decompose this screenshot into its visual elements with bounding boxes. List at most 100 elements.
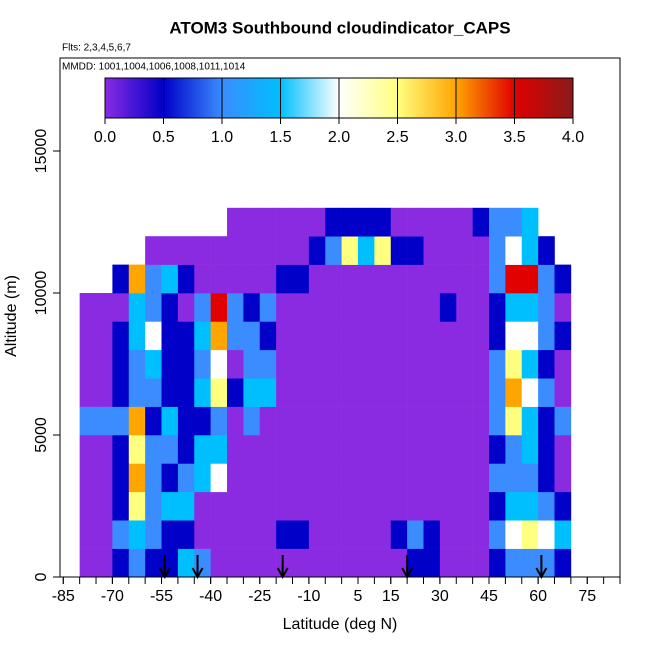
heat-cell: [374, 378, 392, 407]
heat-cell: [308, 520, 326, 549]
heat-cell: [472, 491, 490, 521]
heat-cell: [128, 378, 146, 407]
heat-cell: [161, 236, 179, 265]
heat-cell: [554, 321, 572, 351]
heat-cell: [210, 349, 228, 379]
heat-cell: [210, 293, 228, 322]
heat-cell: [161, 264, 179, 294]
heat-cell: [521, 349, 539, 379]
heat-cell: [259, 406, 277, 436]
heat-cell: [358, 207, 375, 237]
heat-cell: [259, 349, 277, 379]
heat-cell: [128, 548, 146, 578]
heat-cell: [489, 520, 506, 549]
heat-cell: [276, 435, 293, 464]
heat-cell: [308, 321, 326, 351]
heat-cell: [210, 548, 228, 578]
heat-cell: [308, 548, 326, 578]
heat-cell: [374, 349, 392, 379]
heat-cell: [521, 406, 539, 436]
heat-cell: [489, 207, 506, 237]
heat-cell: [439, 293, 457, 322]
heat-cell: [227, 264, 244, 294]
heat-cell: [407, 207, 424, 237]
heat-cell: [128, 463, 146, 493]
heat-cell: [276, 406, 293, 436]
heat-cell: [439, 349, 457, 379]
heat-cell: [341, 264, 359, 294]
heat-cell: [423, 264, 441, 294]
x-tick-label: 45: [480, 588, 498, 605]
heat-cell: [194, 236, 211, 265]
heat-cell: [489, 293, 506, 322]
heat-cell: [210, 321, 228, 351]
heat-cell: [505, 491, 523, 521]
heat-cell: [145, 491, 162, 521]
heat-cell: [390, 378, 408, 407]
heat-cell: [194, 264, 211, 294]
heat-cell: [194, 406, 211, 436]
heat-cell: [79, 293, 97, 322]
heat-cell: [210, 463, 228, 493]
heat-cell: [341, 207, 359, 237]
x-tick-label: -55: [150, 588, 173, 605]
heat-cell: [308, 491, 326, 521]
heat-cell: [456, 491, 473, 521]
heat-cell: [341, 491, 359, 521]
y-tick-label: 15000: [33, 129, 50, 174]
heat-cell: [308, 236, 326, 265]
heat-cell: [194, 378, 211, 407]
heat-cell: [554, 520, 572, 549]
heat-cell: [161, 321, 179, 351]
x-tick-label: -40: [199, 588, 222, 605]
heat-cell: [358, 435, 375, 464]
heat-cell: [227, 406, 244, 436]
heat-cell: [439, 463, 457, 493]
x-axis-label: Latitude (deg N): [283, 616, 398, 633]
heat-cell: [538, 236, 555, 265]
heat-cell: [358, 548, 375, 578]
heat-cell: [407, 463, 424, 493]
heat-cell: [439, 207, 457, 237]
heat-cell: [521, 520, 539, 549]
heat-cell: [308, 435, 326, 464]
heat-cell: [145, 463, 162, 493]
heat-cell: [456, 520, 473, 549]
heat-cell: [505, 463, 523, 493]
heat-cell: [161, 435, 179, 464]
heat-cell: [194, 321, 211, 351]
heat-cell: [505, 321, 523, 351]
heat-cell: [161, 491, 179, 521]
heat-cell: [554, 378, 572, 407]
heat-cell: [145, 406, 162, 436]
heat-cell: [292, 548, 310, 578]
heat-cell: [145, 435, 162, 464]
heat-cell: [276, 207, 293, 237]
heat-cell: [292, 236, 310, 265]
heat-cell: [325, 264, 342, 294]
heat-cell: [374, 293, 392, 322]
heat-cell: [243, 378, 261, 407]
heat-cell: [374, 491, 392, 521]
heat-cell: [177, 435, 195, 464]
heat-cell: [292, 491, 310, 521]
heat-cell: [423, 321, 441, 351]
heat-cell: [96, 349, 113, 379]
heat-cell: [292, 463, 310, 493]
plot-frame: [59, 57, 621, 578]
heat-cell: [96, 463, 113, 493]
heat-cell: [128, 293, 146, 322]
heat-cell: [489, 435, 506, 464]
heat-cell: [96, 378, 113, 407]
heat-cell: [161, 406, 179, 436]
heat-cell: [423, 349, 441, 379]
heat-cell: [161, 463, 179, 493]
heat-cell: [407, 378, 424, 407]
heat-cell: [472, 321, 490, 351]
heat-cell: [145, 378, 162, 407]
heat-cell: [538, 293, 555, 322]
heat-cell: [128, 321, 146, 351]
heat-cell: [112, 491, 130, 521]
heat-cell: [292, 264, 310, 294]
heat-cell: [521, 548, 539, 578]
